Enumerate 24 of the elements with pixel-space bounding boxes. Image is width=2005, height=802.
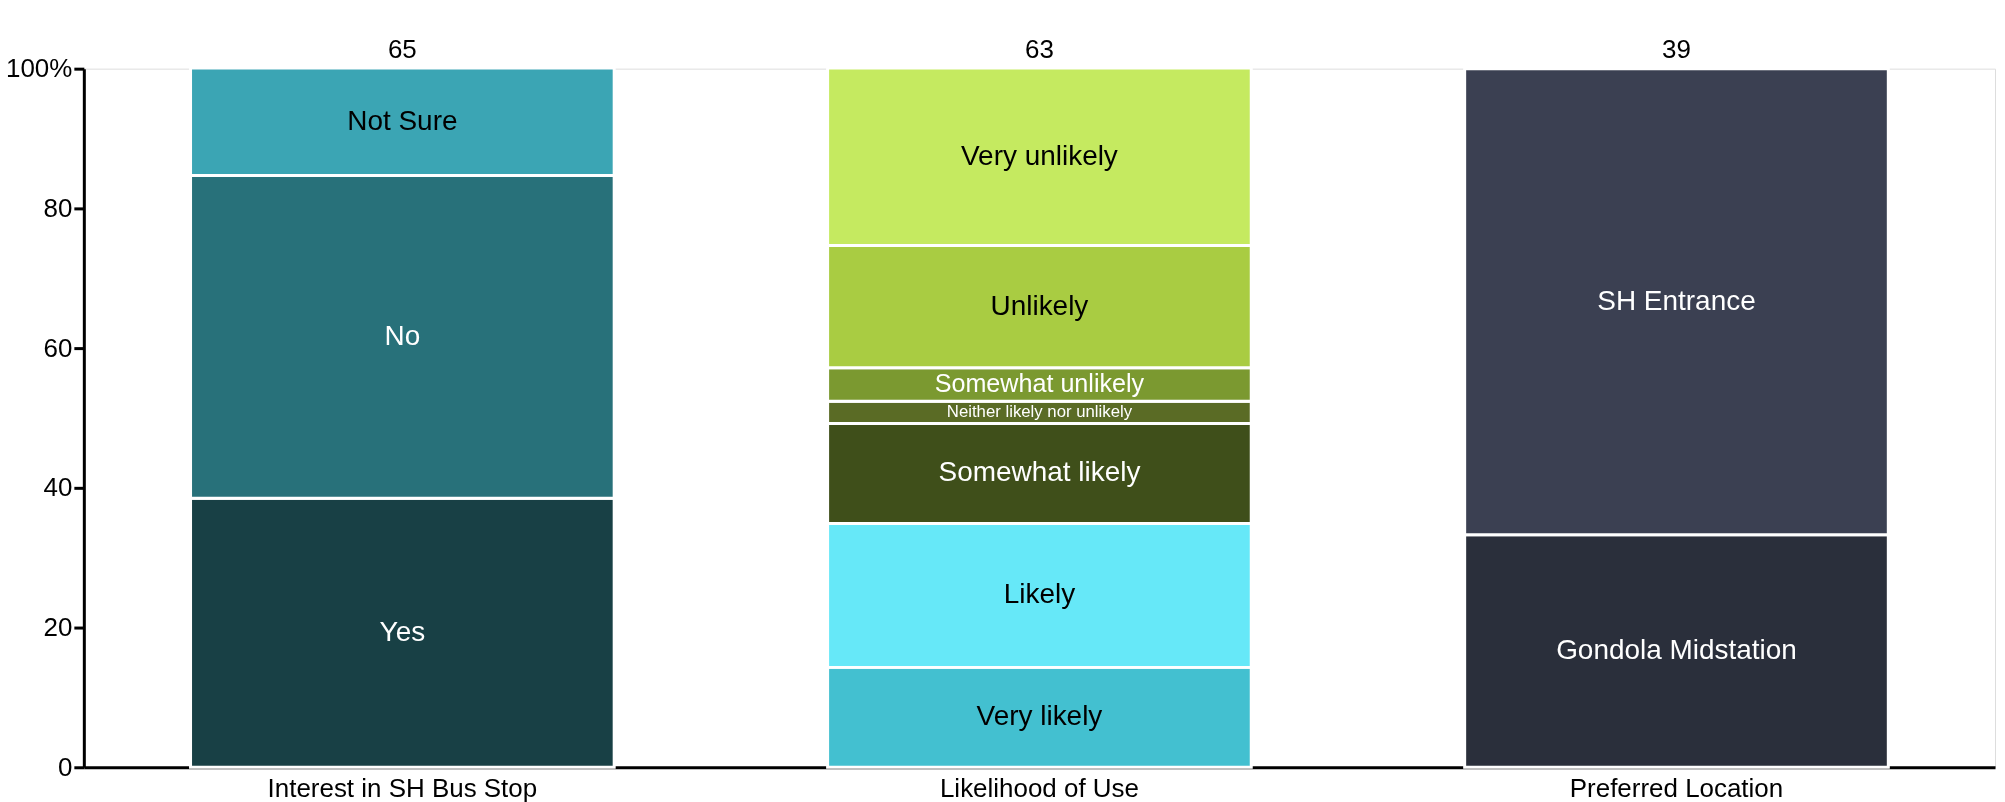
y-tick-label: 100% — [6, 54, 73, 83]
x-tick-label: Interest in SH Bus Stop — [267, 773, 538, 802]
series-label: Not Sure — [347, 104, 458, 136]
series-label: No — [384, 319, 421, 351]
series-label: Yes — [379, 615, 426, 647]
series-label: SH Entrance — [1597, 284, 1756, 316]
y-tick-label: 40 — [43, 473, 73, 502]
y-tick-label: 60 — [43, 333, 73, 362]
series-label: Likely — [1003, 578, 1076, 610]
series-label: Gondola Midstation — [1556, 633, 1797, 665]
y-tick-label: 80 — [43, 193, 73, 222]
series-label: Neither likely nor unlikely — [946, 402, 1133, 422]
series-label: Very unlikely — [961, 139, 1118, 171]
annotation: 63 — [1025, 34, 1054, 63]
annotation: 39 — [1662, 34, 1691, 63]
y-tick-label: 20 — [43, 613, 73, 642]
series-label: Somewhat unlikely — [934, 369, 1145, 398]
x-tick-label: Likelihood of Use — [939, 773, 1139, 802]
series-label: Unlikely — [990, 289, 1089, 321]
series-label: Somewhat likely — [938, 456, 1141, 488]
y-tick-label: 0 — [57, 752, 73, 781]
series-label: Very likely — [976, 700, 1103, 732]
x-tick-label: Preferred Location — [1569, 773, 1784, 802]
annotation: 65 — [387, 34, 417, 63]
